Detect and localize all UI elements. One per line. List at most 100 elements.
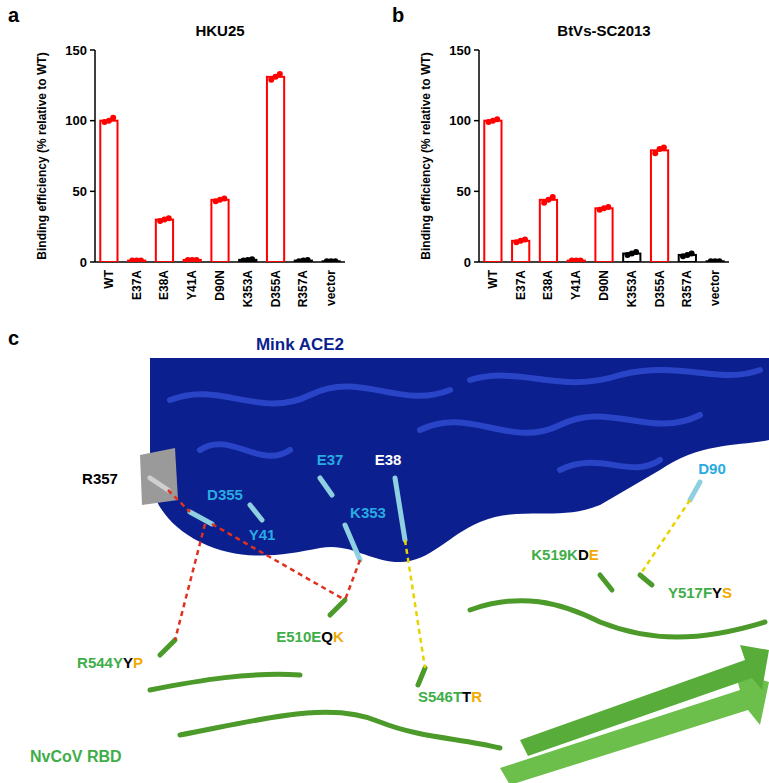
- rbd-residue: E510EQK: [276, 628, 344, 645]
- helix: [470, 370, 760, 382]
- side-chain: [418, 668, 425, 685]
- bar: [651, 150, 668, 262]
- ace2-ribbon: [150, 358, 769, 562]
- bar: [156, 220, 173, 262]
- replicate-dot: [652, 150, 658, 156]
- bar: [595, 208, 612, 262]
- side-chain: [320, 478, 332, 495]
- bar: [211, 200, 228, 262]
- y-tick: [90, 261, 95, 263]
- rbd-residue-part: D: [578, 546, 589, 563]
- replicate-dot: [110, 115, 116, 121]
- replicate-dot: [522, 236, 528, 242]
- ace2-residue: D355: [207, 486, 243, 503]
- rbd-residue: R544YYP: [77, 654, 143, 671]
- rbd-residue-part: R: [471, 688, 482, 705]
- x-tick-label: Y41A: [185, 270, 199, 300]
- structure-panel: cMink ACE2NvCoV RBDR357D355Y41E37E38K353…: [8, 327, 769, 783]
- side-chain: [640, 575, 652, 585]
- helix: [420, 415, 700, 433]
- rbd-residue-part: K519K: [531, 546, 578, 563]
- x-tick-label: K353A: [241, 270, 255, 308]
- rbd-residue-part: Q: [321, 628, 333, 645]
- interaction: [212, 524, 345, 600]
- rbd-residue-part: E: [589, 546, 599, 563]
- bar: [540, 200, 557, 262]
- replicate-dot: [605, 204, 611, 210]
- rbd-residue: S546TTR: [418, 688, 482, 705]
- x-tick-label: WT: [486, 269, 500, 288]
- interaction: [345, 560, 360, 600]
- x-tick-label: vector: [708, 270, 722, 306]
- y-tick: [474, 49, 479, 51]
- side-chain: [395, 478, 405, 540]
- replicate-dot: [332, 258, 338, 262]
- chart-title: HKU25: [195, 22, 244, 39]
- x-tick-label: vector: [324, 270, 338, 306]
- y-tick-label: 100: [449, 113, 471, 128]
- x-tick-label: R357A: [296, 270, 310, 308]
- side-chain: [330, 600, 345, 615]
- x-tick-label: D90N: [597, 270, 611, 301]
- replicate-dot: [689, 251, 695, 257]
- replicate-dot: [633, 249, 639, 255]
- rbd-residue: K519KDE: [531, 546, 599, 563]
- replicate-dot: [194, 257, 200, 262]
- rbd-residue-part: Y517F: [668, 584, 712, 601]
- replicate-dot: [661, 145, 667, 151]
- x-tick-label: E37A: [514, 270, 528, 300]
- ace2-residue: D90: [698, 460, 726, 477]
- y-axis: [478, 50, 480, 262]
- replicate-dot: [305, 257, 311, 262]
- x-tick-label: D90N: [213, 270, 227, 301]
- interaction: [168, 490, 190, 512]
- ace2-residue: R357: [82, 470, 118, 487]
- panel-letter: b: [392, 4, 404, 26]
- rbd-residue-part: R544Y: [77, 654, 123, 671]
- interaction: [405, 540, 425, 668]
- x-tick-label: E38A: [541, 270, 555, 300]
- rbd-residue-part: Y: [123, 654, 133, 671]
- y-tick: [474, 261, 479, 263]
- x-tick-label: R357A: [680, 270, 694, 308]
- side-chain: [250, 505, 262, 520]
- rbd-residue-part: T: [462, 688, 471, 705]
- ace2-residue: K353: [350, 504, 386, 521]
- x-tick-label: D355A: [653, 270, 667, 308]
- ace2-residue: Y41: [249, 526, 276, 543]
- helix: [200, 444, 290, 456]
- replicate-dot: [138, 258, 144, 262]
- x-tick-label: WT: [102, 269, 116, 288]
- rbd-loop: [150, 674, 300, 690]
- y-axis: [94, 50, 96, 262]
- ace2-residue: E37: [317, 451, 344, 468]
- rbd-loop: [470, 601, 765, 637]
- helix: [170, 386, 450, 403]
- rbd-sheet: [500, 672, 769, 783]
- replicate-dot: [166, 215, 172, 221]
- side-chain: [190, 512, 212, 524]
- rbd-residue-part: S: [722, 584, 732, 601]
- side-chain: [150, 478, 168, 490]
- y-axis-title: Binding efficiency (% relative to WT): [35, 52, 49, 259]
- y-tick-label: 0: [464, 255, 471, 270]
- r357-segment: [140, 448, 178, 505]
- y-tick: [474, 120, 479, 122]
- rbd-label: NvCoV RBD: [30, 748, 122, 765]
- replicate-dot: [249, 256, 255, 262]
- ace2-residue: E38: [375, 451, 402, 468]
- rbd-loop: [180, 712, 500, 748]
- y-tick: [90, 191, 95, 193]
- replicate-dot: [277, 71, 283, 77]
- y-tick-label: 50: [73, 184, 87, 199]
- y-tick: [90, 120, 95, 122]
- x-tick-label: D355A: [269, 270, 283, 308]
- rbd-residue-part: S546T: [418, 688, 462, 705]
- chart-title: BtVs-SC2013: [557, 22, 650, 39]
- bar: [100, 121, 117, 262]
- figure: a HKU25 Binding efficiency (% relative to …: [0, 0, 769, 783]
- y-tick-label: 150: [449, 43, 471, 58]
- side-chain: [600, 575, 612, 590]
- side-chain: [690, 482, 700, 500]
- panel-letter: a: [8, 4, 20, 26]
